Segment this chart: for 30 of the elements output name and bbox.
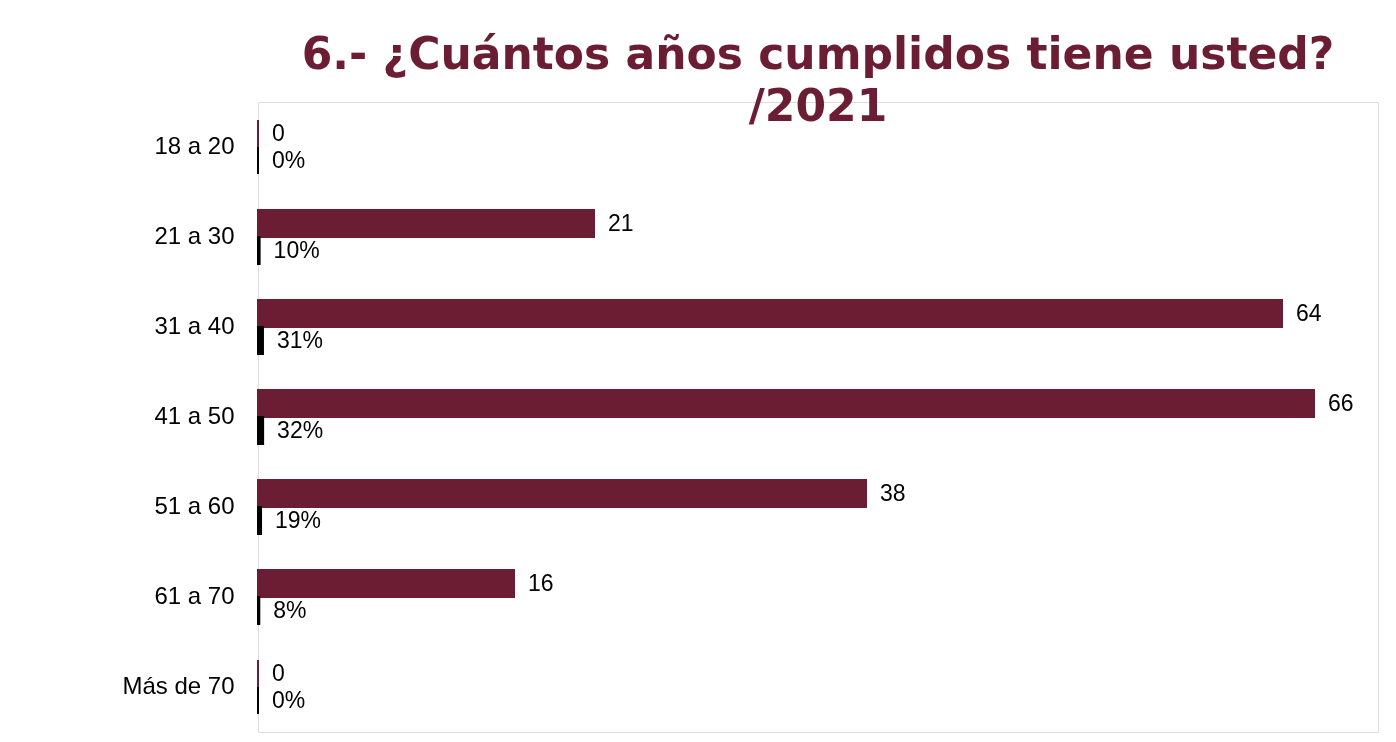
y-tick-label: 31 a 40	[154, 312, 235, 339]
data-label: 0%	[272, 686, 306, 713]
bar	[257, 299, 1283, 328]
data-label: 64	[1296, 299, 1322, 326]
y-tick-label: 51 a 60	[154, 492, 235, 519]
data-label: 32%	[277, 416, 324, 443]
data-label: 66	[1328, 389, 1354, 416]
data-label: 10%	[273, 236, 320, 263]
data-label: 0	[272, 119, 285, 146]
y-tick-label: 18 a 20	[154, 132, 235, 159]
bar	[257, 209, 595, 238]
y-tick-label: Más de 70	[122, 672, 235, 699]
data-label: 0	[272, 659, 285, 686]
data-label: 38	[880, 479, 906, 506]
bar	[257, 389, 1315, 418]
bar	[257, 326, 264, 355]
bar	[257, 479, 867, 508]
data-label: 0%	[272, 146, 306, 173]
data-label: 21	[608, 209, 634, 236]
data-label: 31%	[276, 326, 324, 353]
data-label: 19%	[275, 506, 322, 533]
y-tick-label: 61 a 70	[154, 582, 235, 609]
data-label: 16	[528, 569, 554, 596]
bar	[257, 506, 263, 535]
bar	[257, 416, 265, 445]
y-tick-label: 41 a 50	[154, 402, 235, 429]
chart-title: 6.- ¿Cuántos años cumplidos tiene usted? /2021	[301, 28, 1335, 131]
data-label: 8%	[273, 596, 307, 623]
bar	[257, 569, 515, 598]
y-tick-label: 21 a 30	[154, 222, 235, 249]
